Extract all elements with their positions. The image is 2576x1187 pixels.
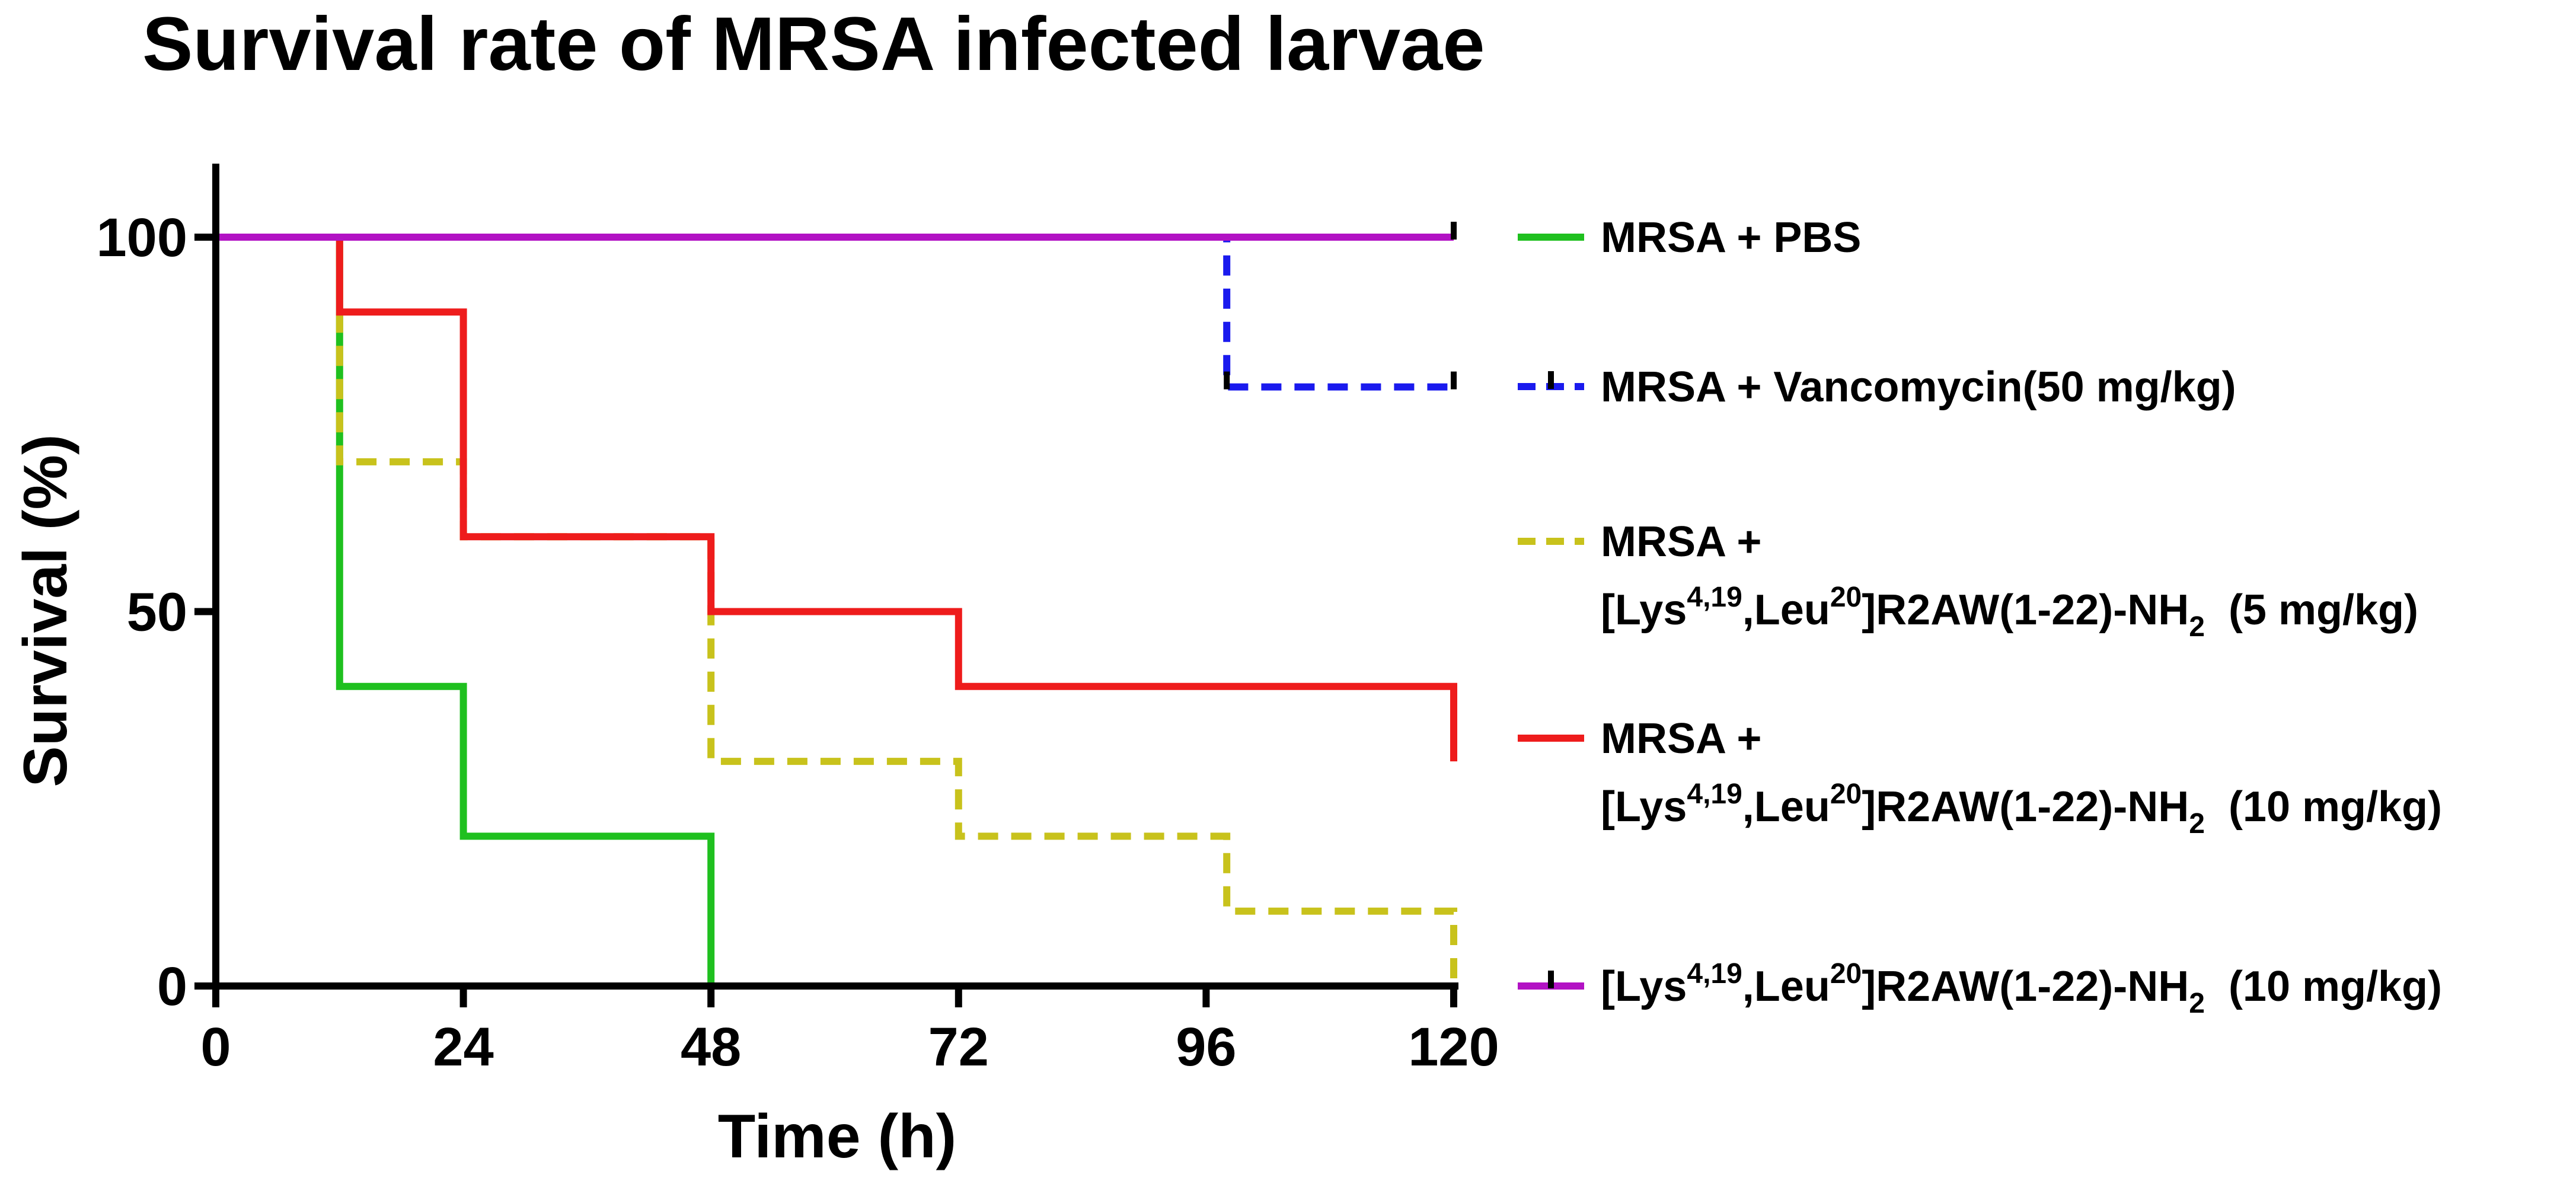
y-tick-label-50: 50	[127, 582, 187, 643]
legend-item-2: MRSA + Vancomycin(50 mg/kg)	[1518, 363, 2236, 411]
legend-label-2: MRSA + Vancomycin(50 mg/kg)	[1601, 363, 2236, 411]
series-3-mrsa-lys4-19-leu20-r2aw-1-22-nh2-5-mg-kg	[216, 234, 1457, 986]
plot-area: 0 50 100 0 24 48 72 96 120	[97, 164, 1499, 1077]
legend-item-5: [Lys4,19,Leu20]R2AW(1-22)-NH2 (10 mg/kg)	[1518, 958, 2442, 1019]
series-4-mrsa-lys4-19-leu20-r2aw-1-22-nh2-10-mg-kg	[216, 234, 1457, 762]
legend-label-1: MRSA + PBS	[1601, 214, 1861, 261]
y-tick-label-100: 100	[97, 208, 188, 268]
y-tick-label-0: 0	[157, 956, 187, 1017]
x-tick-label-120: 120	[1408, 1017, 1499, 1077]
x-tick-label-0: 0	[200, 1017, 231, 1077]
legend-item-3: MRSA + [Lys4,19,Leu20]R2AW(1-22)-NH2 (5 m…	[1518, 518, 2418, 643]
series-line-3	[216, 234, 1457, 986]
x-ticks: 0 24 48 72 96 120	[200, 986, 1499, 1077]
legend-label-4-line-1: MRSA +	[1601, 715, 1761, 762]
legend-label-3-line-2: [Lys4,19,Leu20]R2AW(1-22)-NH2 (5 mg/kg)	[1601, 582, 2418, 643]
y-axis-label: Survival (%)	[11, 434, 80, 787]
legend-label-4-line-2: [Lys4,19,Leu20]R2AW(1-22)-NH2 (10 mg/kg)	[1601, 778, 2442, 840]
legend-label-5: [Lys4,19,Leu20]R2AW(1-22)-NH2 (10 mg/kg)	[1601, 958, 2442, 1019]
chart-title: Survival rate of MRSA infected larvae	[142, 2, 1485, 87]
x-axis-label: Time (h)	[718, 1102, 957, 1171]
legend-item-1: MRSA + PBS	[1518, 214, 1861, 261]
legend-item-4: MRSA + [Lys4,19,Leu20]R2AW(1-22)-NH2 (10 …	[1518, 715, 2442, 840]
series-line-4	[216, 234, 1457, 762]
x-tick-label-72: 72	[928, 1017, 989, 1077]
legend: MRSA + PBS MRSA + Vancomycin(50 mg/kg) MRS…	[1518, 214, 2442, 1019]
legend-label-3-line-1: MRSA +	[1601, 518, 1761, 566]
y-ticks: 0 50 100	[97, 208, 216, 1017]
series-layer	[216, 222, 1457, 986]
x-tick-label-24: 24	[433, 1017, 493, 1077]
series-5-lys4-19-leu20-r2aw-1-22-nh2-10-mg-kg	[216, 222, 1457, 241]
x-tick-label-48: 48	[681, 1017, 741, 1077]
x-tick-label-96: 96	[1176, 1017, 1236, 1077]
